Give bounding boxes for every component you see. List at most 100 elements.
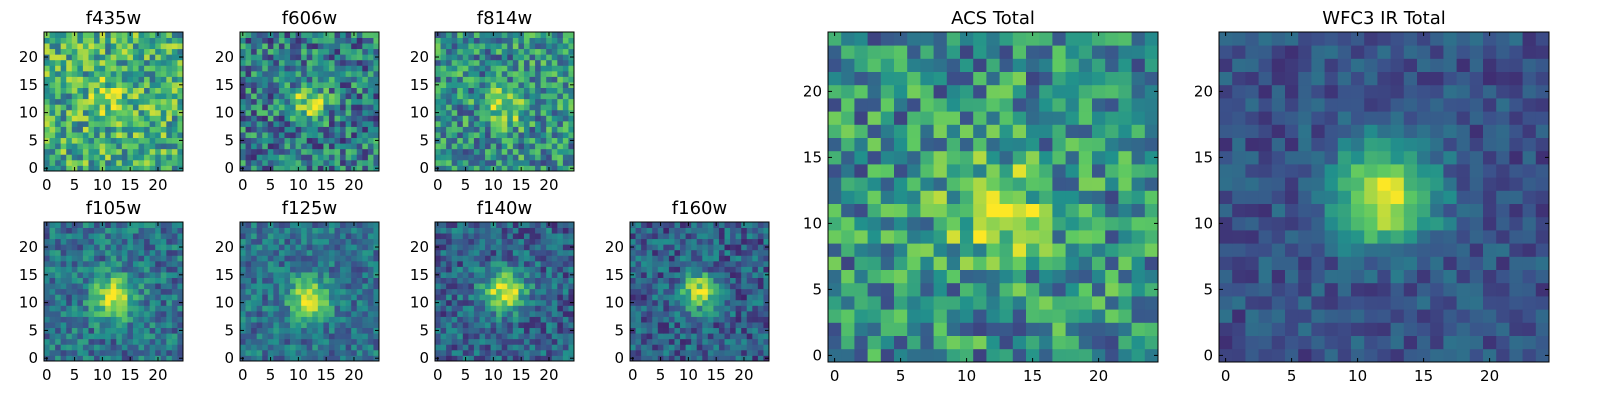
heatmap-cell: [529, 143, 536, 150]
heatmap-cell: [451, 76, 458, 83]
heatmap-cell: [273, 82, 280, 88]
heatmap-cell: [278, 159, 285, 166]
heatmap-cell: [652, 288, 659, 295]
heatmap-cell: [60, 316, 67, 323]
heatmap-cell: [757, 277, 764, 284]
heatmap-cell: [713, 227, 720, 234]
heatmap-cell: [367, 255, 374, 262]
heatmap-cell: [490, 244, 497, 251]
heatmap-cell: [317, 87, 324, 94]
heatmap-cell: [323, 48, 330, 55]
heatmap-cell: [440, 109, 447, 116]
heatmap-cell: [278, 310, 285, 317]
heatmap-cell: [256, 126, 263, 133]
heatmap-cell: [446, 115, 453, 122]
heatmap-cell: [473, 344, 480, 351]
heatmap-cell: [657, 349, 664, 356]
heatmap-cell: [99, 260, 106, 267]
heatmap-cell: [290, 87, 296, 94]
heatmap-cell: [121, 310, 128, 317]
heatmap-cell: [1118, 230, 1132, 244]
heatmap-cell: [551, 255, 558, 262]
heatmap-cell: [284, 233, 291, 240]
heatmap-cell: [646, 249, 653, 256]
heatmap-cell: [451, 154, 458, 161]
heatmap-cell: [468, 277, 475, 284]
heatmap-cell: [674, 283, 681, 290]
heatmap-cell: [457, 159, 464, 166]
heatmap-cell: [657, 255, 664, 262]
heatmap-cell: [94, 70, 100, 77]
heatmap-cell: [501, 87, 508, 94]
heatmap-cell: [540, 305, 547, 312]
heatmap-cell: [507, 249, 514, 256]
heatmap-cell: [473, 310, 480, 317]
heatmap-cell: [473, 126, 480, 133]
heatmap-cell: [55, 249, 62, 256]
heatmap-cell: [306, 277, 313, 284]
heatmap-cell: [99, 59, 106, 66]
heatmap-cell: [468, 272, 475, 278]
heatmap-cell: [490, 322, 497, 329]
heatmap-cell: [1039, 230, 1053, 244]
heatmap-cell: [55, 115, 62, 122]
heatmap-cell: [546, 126, 553, 133]
heatmap-cell: [468, 54, 475, 61]
heatmap-cell: [251, 137, 258, 144]
heatmap-cell: [540, 137, 547, 144]
heatmap-cell: [317, 327, 324, 334]
heatmap-cell: [551, 244, 558, 251]
heatmap-cell: [295, 120, 302, 127]
heatmap-cell: [718, 310, 725, 317]
heatmap-cell: [323, 82, 330, 88]
heatmap-cell: [362, 120, 369, 127]
heatmap-cell: [351, 316, 358, 323]
heatmap-cell: [356, 349, 363, 356]
heatmap-cell: [49, 43, 56, 50]
heatmap-cell: [652, 249, 659, 256]
heatmap-cell: [529, 70, 536, 77]
heatmap-cell: [334, 109, 341, 116]
heatmap-cell: [446, 137, 453, 144]
heatmap-cell: [763, 316, 770, 323]
heatmap-cell: [295, 344, 302, 351]
heatmap-cell: [546, 272, 553, 278]
heatmap-cell: [557, 126, 564, 133]
heatmap-cell: [240, 76, 246, 83]
heatmap-cell: [663, 249, 670, 256]
heatmap-cell: [60, 322, 67, 329]
heatmap-cell: [674, 266, 681, 273]
heatmap-cell: [518, 238, 525, 245]
heatmap-cell: [1144, 282, 1159, 297]
heatmap-cell: [562, 115, 569, 122]
heatmap-cell: [345, 70, 352, 77]
heatmap-cell: [718, 260, 725, 267]
heatmap-cell: [66, 327, 73, 334]
heatmap-cell: [110, 333, 117, 340]
heatmap-cell: [646, 227, 653, 234]
heatmap-cell: [501, 76, 508, 83]
heatmap-cell: [166, 322, 173, 329]
heatmap-cell: [240, 238, 246, 245]
heatmap-cell: [529, 349, 536, 356]
heatmap-cell: [290, 109, 296, 116]
heatmap-cell: [312, 283, 319, 290]
heatmap-cell: [523, 87, 530, 94]
heatmap-cell: [473, 76, 480, 83]
heatmap-cell: [462, 48, 469, 55]
heatmap-cell: [752, 294, 759, 301]
heatmap-cell: [256, 120, 263, 127]
heatmap-cell: [362, 238, 369, 245]
heatmap-cell: [144, 355, 151, 362]
heatmap-cell: [446, 344, 453, 351]
heatmap-cell: [328, 65, 335, 72]
heatmap-cell: [741, 294, 748, 301]
heatmap-cell: [323, 299, 330, 306]
y-tick-label: 15: [605, 266, 624, 284]
heatmap-cell: [273, 238, 280, 245]
heatmap-cell: [512, 260, 519, 267]
heatmap-cell: [512, 93, 519, 100]
heatmap-cell: [562, 98, 569, 105]
heatmap-cell: [171, 48, 178, 55]
heatmap-cell: [367, 333, 374, 340]
